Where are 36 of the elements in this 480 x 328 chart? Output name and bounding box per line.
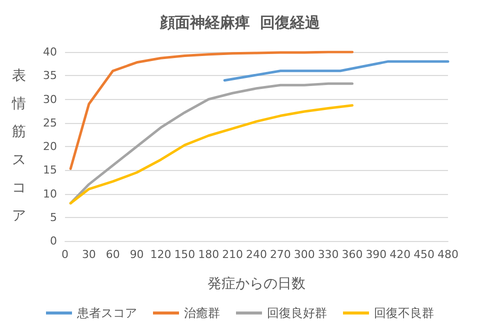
line-series xyxy=(69,82,354,204)
x-tick-label: 60 xyxy=(106,248,120,261)
line-series xyxy=(69,50,354,170)
line-series xyxy=(69,104,354,204)
y-tick-label: 20 xyxy=(43,140,57,153)
x-tick-label: 390 xyxy=(366,248,387,261)
x-tick-label: 300 xyxy=(294,248,315,261)
x-tick-label: 240 xyxy=(246,248,267,261)
legend-label: 治癒群 xyxy=(184,306,220,320)
x-tick-label: 330 xyxy=(318,248,339,261)
x-tick-label: 480 xyxy=(438,248,458,261)
y-tick-label: 35 xyxy=(43,69,57,82)
x-tick-label: 180 xyxy=(198,248,220,261)
x-tick-label: 150 xyxy=(174,248,196,261)
y-tick-label: 10 xyxy=(43,187,57,200)
y-tick-label: 0 xyxy=(50,234,57,248)
x-tick-label: 420 xyxy=(390,248,411,261)
x-tick-label: 210 xyxy=(222,248,244,261)
x-tick-label: 270 xyxy=(270,248,291,261)
x-tick-label: 120 xyxy=(150,248,172,261)
y-tick-label: 15 xyxy=(43,164,57,177)
x-tick-label: 0 xyxy=(62,248,68,261)
y-tick-label: 30 xyxy=(43,92,57,106)
y-tick-label: 40 xyxy=(43,46,57,58)
y-tick-label: 5 xyxy=(50,210,57,224)
x-tick-label: 90 xyxy=(130,248,144,261)
legend-label: 回復良好群 xyxy=(267,306,327,320)
legend-label: 患者スコア xyxy=(76,306,137,320)
x-tick-label: 360 xyxy=(342,248,363,261)
x-tick-label: 30 xyxy=(82,248,96,261)
y-tick-label: 25 xyxy=(43,116,57,130)
chart-title: 顔面神経麻痺 回復経過 xyxy=(158,14,322,32)
x-tick-label: 450 xyxy=(414,248,435,261)
y-axis-title: 表情筋スコア xyxy=(11,68,26,224)
x-axis-title: 発症からの日数 xyxy=(208,276,306,292)
legend-label: 回復不良群 xyxy=(374,306,434,320)
